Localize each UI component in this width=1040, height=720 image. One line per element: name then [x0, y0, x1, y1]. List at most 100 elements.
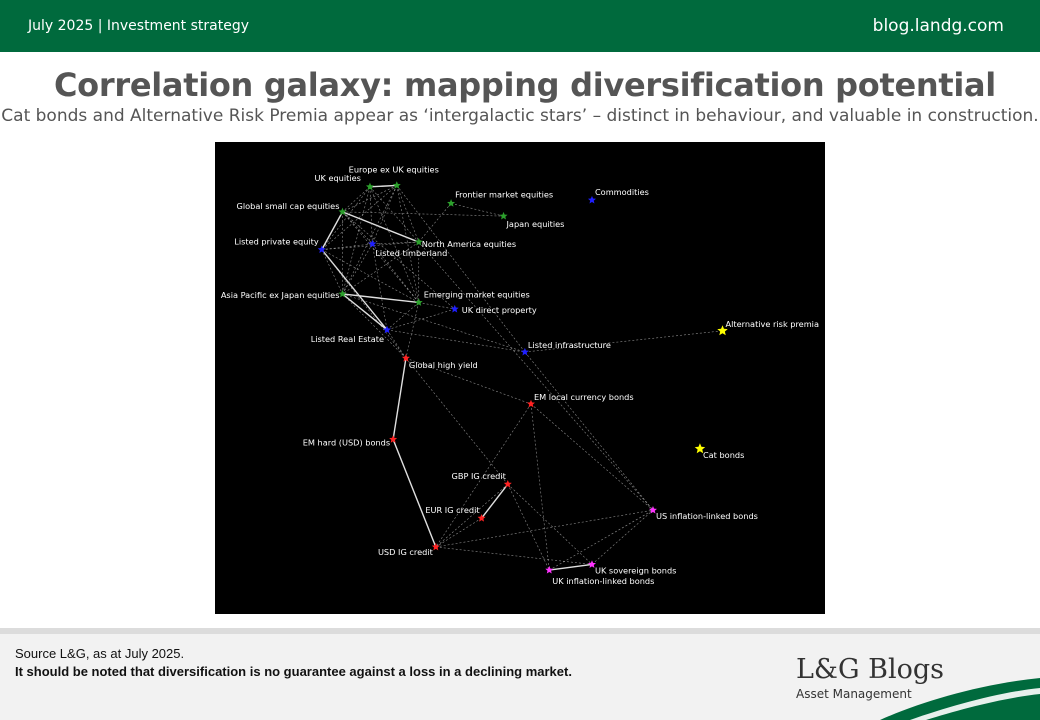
node-label-alt_risk_premia: Alternative risk premia	[726, 319, 819, 329]
link-europe_ex_uk_eq-apac_ex_japan_eq	[342, 185, 398, 295]
link-em_eq-uk_direct_property	[418, 302, 455, 310]
node-label-japan_eq: Japan equities	[506, 219, 565, 229]
footer-bar	[0, 628, 1040, 720]
node-uk_eq	[365, 182, 374, 191]
node-label-listed_infra: Listed infrastructure	[528, 340, 611, 350]
link-global_hy-gbp_ig	[405, 357, 509, 485]
nodes-layer	[317, 181, 728, 574]
node-label-uk_linkers: UK inflation-linked bonds	[552, 576, 654, 586]
disclaimer-note: It should be noted that diversification …	[15, 664, 572, 679]
node-label-frontier_eq: Frontier market equities	[455, 189, 553, 199]
link-europe_ex_uk_eq-listed_timberland	[372, 185, 398, 245]
node-europe_ex_uk_eq	[392, 181, 401, 189]
node-listed_real_estate	[383, 325, 392, 334]
node-global_small_cap	[338, 207, 347, 216]
link-north_america_eq-apac_ex_japan_eq	[342, 241, 419, 295]
node-label-global_small_cap: Global small cap equities	[237, 201, 340, 211]
node-label-us_linkers: US inflation-linked bonds	[656, 511, 758, 521]
node-gbp_ig	[503, 480, 512, 488]
link-listed_private_eq-north_america_eq	[321, 241, 419, 250]
link-uk_eq-global_small_cap	[342, 186, 371, 213]
link-global_small_cap-listed_timberland	[342, 211, 373, 245]
link-global_small_cap-north_america_eq	[342, 211, 419, 243]
link-gbp_ig-eur_ig	[481, 483, 509, 519]
node-label-listed_real_estate: Listed Real Estate	[311, 334, 384, 344]
link-eur_ig-usd_ig	[435, 517, 482, 548]
node-apac_ex_japan_eq	[338, 289, 347, 298]
node-label-apac_ex_japan_eq: Asia Pacific ex Japan equities	[221, 290, 340, 300]
link-listed_private_eq-apac_ex_japan_eq	[321, 249, 343, 295]
node-label-eur_ig: EUR IG credit	[425, 505, 480, 515]
node-us_linkers	[648, 505, 657, 514]
link-em_local_bonds-usd_ig	[435, 403, 532, 548]
node-commodities	[587, 195, 596, 204]
node-label-cat_bonds: Cat bonds	[703, 450, 744, 460]
link-usd_ig-us_linkers	[435, 509, 654, 548]
node-frontier_eq	[447, 199, 456, 207]
node-label-uk_sovereign: UK sovereign bonds	[595, 565, 676, 575]
brand-swoosh-icon	[880, 678, 1040, 720]
link-listed_real_estate-apac_ex_japan_eq	[342, 293, 388, 331]
node-label-listed_timberland: Listed timberland	[375, 248, 447, 258]
node-listed_infra	[520, 347, 529, 356]
node-label-em_hard_bonds: EM hard (USD) bonds	[303, 437, 390, 447]
node-label-europe_ex_uk_eq: Europe ex UK equities	[349, 164, 439, 174]
node-cat_bonds	[694, 443, 706, 454]
date-section-label: July 2025 | Investment strategy	[28, 18, 250, 34]
logo-sub-text: Asset Management	[796, 687, 912, 701]
link-uk_sovereign-us_linkers	[591, 509, 654, 565]
logo-main-text: L&G Blogs	[796, 654, 944, 685]
link-listed_real_estate-listed_infra	[386, 329, 525, 353]
link-europe_ex_uk_eq-em_eq	[396, 185, 420, 303]
link-listed_private_eq-global_hy	[321, 249, 407, 359]
link-uk_eq-listed_timberland	[369, 186, 373, 244]
node-label-gbp_ig: GBP IG credit	[452, 471, 507, 481]
link-em_local_bonds-uk_linkers	[530, 403, 550, 571]
link-gbp_ig-uk_sovereign	[507, 483, 593, 565]
link-listed_private_eq-listed_timberland	[321, 243, 373, 250]
link-listed_infra-us_linkers	[524, 351, 654, 511]
top-banner: July 2025 | Investment strategy blog.lan…	[0, 0, 1040, 52]
link-global_small_cap-japan_eq	[342, 211, 504, 217]
link-europe_ex_uk_eq-listed_infra	[396, 185, 526, 353]
link-uk_eq-apac_ex_japan_eq	[342, 186, 371, 295]
link-uk_direct_property-listed_real_estate	[386, 308, 455, 331]
link-listed_private_eq-em_eq	[321, 249, 419, 303]
link-listed_timberland-em_eq	[372, 243, 419, 303]
link-listed_timberland-apac_ex_japan_eq	[342, 243, 373, 295]
link-frontier_eq-japan_eq	[450, 203, 504, 217]
source-note: Source L&G, as at July 2025.	[15, 646, 185, 661]
page-subtitle: Cat bonds and Alternative Risk Premia ap…	[1, 106, 1039, 126]
node-label-em_local_bonds: EM local currency bonds	[534, 392, 634, 402]
correlation-galaxy-chart: Europe ex UK equities UK equities Frontier…	[215, 142, 825, 614]
node-em_local_bonds	[526, 399, 535, 408]
link-europe_ex_uk_eq-listed_private_eq	[321, 185, 397, 250]
node-em_hard_bonds	[389, 435, 398, 443]
link-uk_eq-listed_private_eq	[321, 186, 371, 250]
node-global_hy	[401, 353, 410, 362]
link-usd_ig-uk_sovereign	[435, 546, 593, 565]
node-listed_timberland	[368, 239, 377, 248]
node-uk_direct_property	[450, 304, 459, 313]
link-global_small_cap-uk_direct_property	[342, 211, 455, 310]
node-eur_ig	[477, 513, 486, 522]
site-link[interactable]: blog.landg.com	[872, 16, 1004, 36]
link-uk_linkers-uk_sovereign	[549, 563, 593, 571]
link-uk_eq-europe_ex_uk_eq	[369, 184, 397, 188]
node-alt_risk_premia	[717, 325, 728, 336]
link-uk_linkers-us_linkers	[549, 509, 654, 571]
link-em_hard_bonds-usd_ig	[392, 439, 437, 548]
link-listed_real_estate-global_hy	[386, 329, 407, 359]
node-listed_private_eq	[317, 245, 326, 254]
node-label-north_america_eq: North America equities	[422, 239, 516, 249]
link-listed_private_eq-listed_real_estate	[321, 249, 388, 331]
node-label-uk_direct_property: UK direct property	[462, 305, 537, 315]
link-gbp_ig-usd_ig	[435, 483, 508, 548]
node-label-commodities: Commodities	[595, 187, 649, 197]
node-usd_ig	[431, 542, 440, 551]
link-uk_eq-north_america_eq	[369, 186, 419, 243]
link-uk_eq-em_eq	[369, 186, 420, 303]
brand-logo[interactable]: L&G Blogs Asset Management	[796, 654, 944, 702]
